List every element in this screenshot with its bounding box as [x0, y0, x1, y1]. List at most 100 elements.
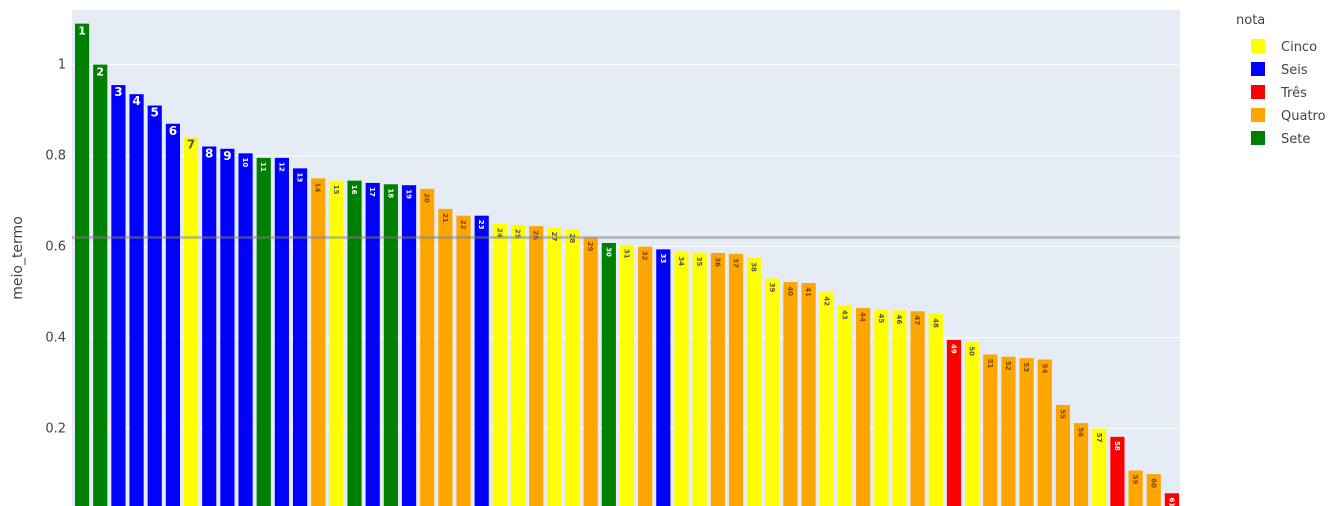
legend-entry-label[interactable]: Sete — [1281, 132, 1310, 147]
bar[interactable] — [765, 278, 780, 506]
bar[interactable] — [1164, 493, 1179, 506]
bar[interactable] — [311, 178, 326, 506]
bar[interactable] — [111, 85, 126, 506]
bar[interactable] — [529, 226, 544, 506]
bar-label: 45 — [877, 314, 885, 324]
bar[interactable] — [1128, 470, 1143, 506]
bar[interactable] — [256, 157, 271, 506]
legend-entry-label[interactable]: Seis — [1281, 63, 1308, 78]
bar[interactable] — [874, 309, 889, 506]
bar[interactable] — [946, 339, 962, 506]
bar[interactable] — [819, 292, 834, 506]
bar[interactable] — [365, 182, 380, 506]
bar-label: 28 — [568, 233, 576, 243]
bar[interactable] — [837, 305, 853, 506]
bar[interactable] — [347, 180, 362, 506]
bar[interactable] — [801, 283, 816, 506]
bar[interactable] — [1055, 404, 1071, 506]
bar[interactable] — [438, 208, 453, 506]
bar[interactable] — [1110, 436, 1125, 506]
bar[interactable] — [292, 168, 308, 506]
y-tick-label: 0.6 — [45, 240, 66, 255]
legend-swatch[interactable] — [1251, 39, 1265, 53]
bar-label: 4 — [132, 94, 140, 108]
bar[interactable] — [1037, 359, 1052, 506]
bar[interactable] — [928, 313, 943, 506]
legend-entry-label[interactable]: Quatro — [1281, 109, 1326, 124]
bar[interactable] — [1074, 423, 1089, 506]
bar-label: 44 — [859, 312, 867, 322]
bar-label: 15 — [332, 185, 340, 195]
bar[interactable] — [583, 237, 598, 506]
legend[interactable]: nota Cinco Seis Três Quatro Sete — [1236, 13, 1326, 147]
bar-label: 40 — [786, 286, 794, 296]
bar[interactable] — [619, 244, 635, 506]
bar-label: 57 — [1095, 433, 1103, 443]
bar-label: 60 — [1149, 478, 1157, 488]
bar[interactable] — [147, 105, 162, 506]
legend-entry-label[interactable]: Cinco — [1281, 40, 1317, 55]
legend-title: nota — [1236, 13, 1265, 28]
bar[interactable] — [383, 184, 398, 506]
legend-swatch[interactable] — [1251, 131, 1265, 145]
bar[interactable] — [165, 123, 180, 506]
bar-label: 55 — [1058, 409, 1066, 419]
bar[interactable] — [474, 215, 489, 506]
bar[interactable] — [601, 242, 616, 506]
bar[interactable] — [510, 224, 526, 506]
bar[interactable] — [1001, 356, 1016, 506]
bar[interactable] — [656, 249, 671, 506]
bar[interactable] — [329, 180, 344, 506]
bar[interactable] — [910, 311, 925, 506]
bar[interactable] — [783, 282, 798, 506]
bar[interactable] — [1092, 428, 1107, 506]
bar[interactable] — [1019, 358, 1034, 506]
bar[interactable] — [892, 310, 907, 506]
bar[interactable] — [456, 215, 471, 506]
bar[interactable] — [75, 23, 90, 506]
legend-swatch[interactable] — [1251, 85, 1265, 99]
bar[interactable] — [965, 342, 980, 506]
bar[interactable] — [492, 223, 507, 506]
bar[interactable] — [202, 146, 217, 506]
bar-label: 21 — [441, 213, 449, 223]
bar[interactable] — [183, 137, 199, 506]
bar-label: 43 — [840, 310, 848, 320]
bar[interactable] — [547, 227, 562, 506]
bar-label: 35 — [695, 257, 703, 267]
bar[interactable] — [728, 253, 744, 506]
y-tick-label: 1 — [58, 58, 66, 73]
bar-label: 49 — [949, 344, 957, 354]
bar[interactable] — [983, 354, 998, 506]
bar[interactable] — [129, 94, 144, 506]
bar[interactable] — [710, 252, 725, 506]
bar[interactable] — [674, 252, 689, 506]
legend-swatch[interactable] — [1251, 62, 1265, 76]
y-tick-label: 0.4 — [45, 331, 66, 346]
bar[interactable] — [692, 252, 707, 506]
bar-label: 56 — [1077, 427, 1085, 437]
bar[interactable] — [401, 185, 417, 506]
bar[interactable] — [565, 229, 580, 506]
bar[interactable] — [93, 64, 108, 506]
legend-swatch[interactable] — [1251, 108, 1265, 122]
bar-label: 34 — [677, 256, 685, 266]
bar[interactable] — [638, 246, 653, 506]
y-tick-label: 0.2 — [45, 422, 66, 437]
bar-label: 36 — [713, 257, 721, 267]
bar-label: 22 — [459, 220, 467, 230]
y-tick-label: 0.8 — [45, 149, 66, 164]
bar[interactable] — [1146, 474, 1161, 506]
bar[interactable] — [747, 258, 762, 506]
bar[interactable] — [238, 153, 253, 506]
y-axis-title: meio_termo — [10, 216, 26, 300]
bar[interactable] — [274, 157, 289, 506]
bar-label: 39 — [768, 283, 776, 293]
bar[interactable] — [856, 308, 871, 506]
bar-label: 37 — [731, 258, 739, 268]
bar[interactable] — [220, 148, 235, 506]
bar[interactable] — [420, 188, 435, 506]
bar-label: 8 — [205, 147, 213, 161]
legend-entry-label[interactable]: Três — [1280, 86, 1307, 101]
